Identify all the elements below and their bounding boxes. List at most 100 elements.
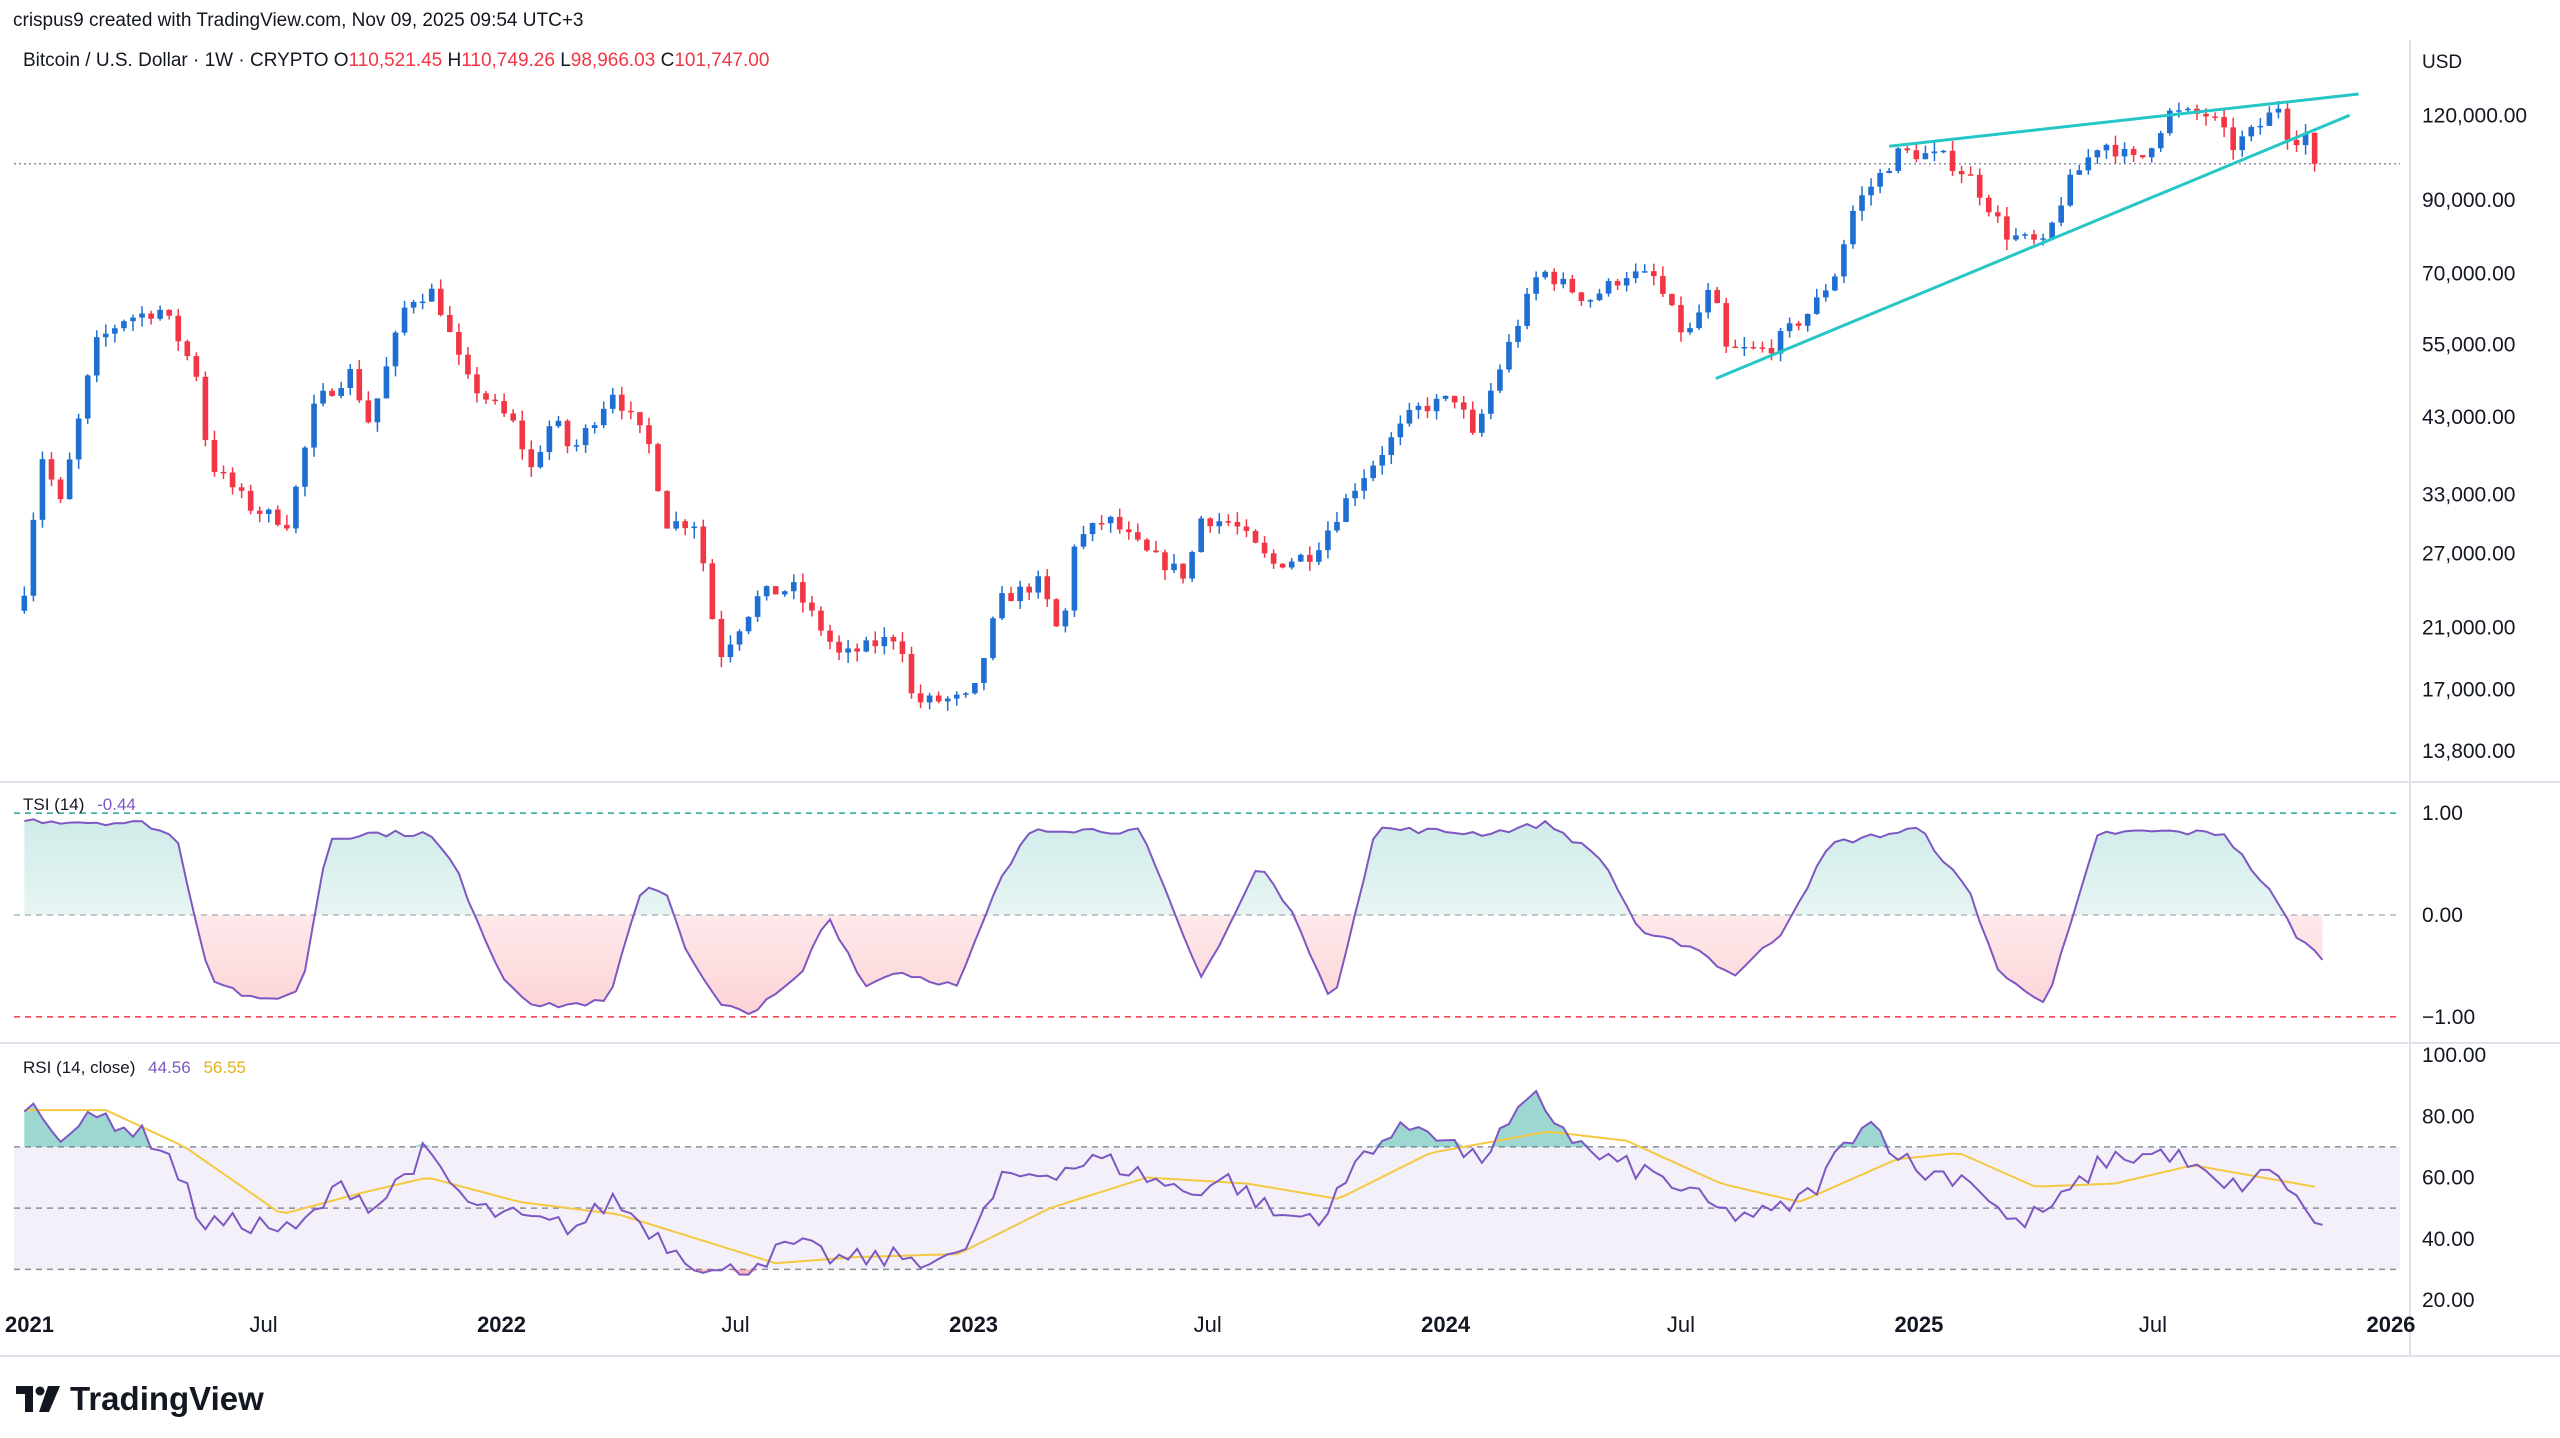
candle-body — [501, 401, 507, 414]
tradingview-logo[interactable]: TradingView — [16, 1380, 264, 1418]
candle-body — [302, 447, 308, 487]
candle-body — [284, 524, 290, 529]
candle-body — [745, 616, 752, 632]
candle-body — [2076, 170, 2083, 175]
tsi-value: -0.44 — [97, 795, 136, 814]
candle-body — [863, 640, 870, 652]
candle-body — [1433, 398, 1440, 412]
candle-body — [2004, 216, 2010, 240]
candle-body — [1542, 271, 1548, 278]
time-axis-label: Jul — [2139, 1312, 2167, 1337]
candle-body — [1687, 328, 1693, 333]
time-axis-label: 2022 — [477, 1312, 526, 1337]
candle-body — [600, 408, 607, 426]
candle-body — [1669, 293, 1675, 306]
candle-body — [1080, 534, 1087, 547]
created-by-text: crispus9 created with TradingView.com, N… — [13, 10, 584, 31]
tsi-axis-label: −1.00 — [2422, 1006, 2475, 1029]
ohlc-label: H — [442, 50, 462, 71]
candle-body — [1116, 516, 1123, 530]
tradingview-logo-icon — [16, 1386, 60, 1412]
candle-body — [1759, 347, 1766, 349]
candle-body — [1442, 395, 1449, 399]
candle-body — [247, 490, 254, 511]
tsi-fill-negative — [24, 915, 2323, 1015]
price-axis-label: 17,000.00 — [2422, 679, 2515, 702]
rsi-axis-label: 40.00 — [2422, 1228, 2475, 1251]
symbol-title: Bitcoin / U.S. Dollar · 1W · CRYPTO — [23, 50, 329, 71]
candle-body — [519, 420, 526, 450]
candle-body — [2221, 117, 2227, 128]
candle-body — [926, 695, 933, 703]
candle-body — [84, 375, 91, 419]
rsi-ma-line — [24, 1109, 2315, 1265]
candle-body — [1053, 599, 1060, 627]
candle-body — [972, 682, 978, 694]
candle-body — [2284, 108, 2291, 140]
candle-body — [2112, 144, 2119, 157]
candle-body — [1777, 331, 1784, 354]
rsi-name: RSI (14, close) — [23, 1058, 136, 1077]
candle-body — [1488, 390, 1494, 414]
candle-body — [1388, 437, 1395, 455]
candle-body — [1451, 395, 1458, 403]
candle-body — [374, 398, 381, 423]
candle-body — [781, 591, 788, 595]
candle-body — [2185, 108, 2191, 111]
candle-body — [2248, 126, 2255, 137]
price-axis-label: 55,000.00 — [2422, 334, 2515, 357]
candle-body — [2130, 148, 2137, 156]
candle-body — [48, 459, 55, 480]
candle-body — [1641, 271, 1648, 273]
candle-body — [1578, 292, 1585, 302]
candle-body — [2266, 112, 2273, 126]
time-axis-label: Jul — [1194, 1312, 1222, 1337]
ohlc-label: L — [554, 50, 571, 71]
candle-body — [1026, 586, 1032, 593]
candle-body — [456, 332, 462, 355]
tsi-axis-label: 0.00 — [2422, 904, 2463, 927]
candle-body — [1098, 523, 1105, 525]
candle-body — [1469, 409, 1476, 433]
candle-body — [2176, 110, 2182, 112]
candle-body — [555, 420, 562, 427]
candle-body — [1832, 276, 1838, 291]
candle-body — [1859, 195, 1865, 211]
candle-body — [419, 301, 426, 304]
candle-body — [1931, 151, 1938, 154]
candle-body — [2157, 133, 2164, 149]
candle-body — [963, 693, 969, 695]
candle-body — [800, 582, 806, 603]
candle-body — [709, 563, 716, 619]
candle-body — [1207, 518, 1214, 527]
candle-body — [1506, 341, 1512, 370]
candle-body — [2212, 116, 2218, 118]
rsi-axis-label: 20.00 — [2422, 1289, 2475, 1312]
candle-body — [1723, 303, 1730, 347]
price-axis-label: 33,000.00 — [2422, 484, 2515, 507]
candle-body — [1370, 465, 1376, 479]
candle-body — [1605, 281, 1612, 294]
candle-body — [1325, 530, 1331, 551]
candle-body — [1795, 323, 1802, 326]
candle-body — [1162, 552, 1168, 571]
tsi-legend: TSI (14) -0.44 — [23, 795, 136, 815]
ohlc-label: C — [655, 50, 675, 71]
candle-body — [1406, 409, 1413, 424]
candle-body — [736, 631, 743, 645]
rsi-ma-value: 56.55 — [203, 1058, 246, 1077]
candle-body — [1044, 576, 1051, 600]
candle-body — [664, 491, 670, 529]
candle-body — [1243, 526, 1250, 531]
time-axis-label: Jul — [1667, 1312, 1695, 1337]
candle-body — [1008, 593, 1014, 602]
candle-body — [1596, 293, 1603, 301]
candle-body — [1841, 244, 1847, 277]
currency-label[interactable]: USD — [2422, 52, 2463, 73]
candle-body — [1560, 278, 1567, 285]
rsi-axis-label: 100.00 — [2422, 1044, 2486, 1067]
ohlc-value: 110,749.26 — [461, 50, 555, 71]
candle-body — [944, 698, 951, 702]
candle-body — [1515, 325, 1521, 342]
